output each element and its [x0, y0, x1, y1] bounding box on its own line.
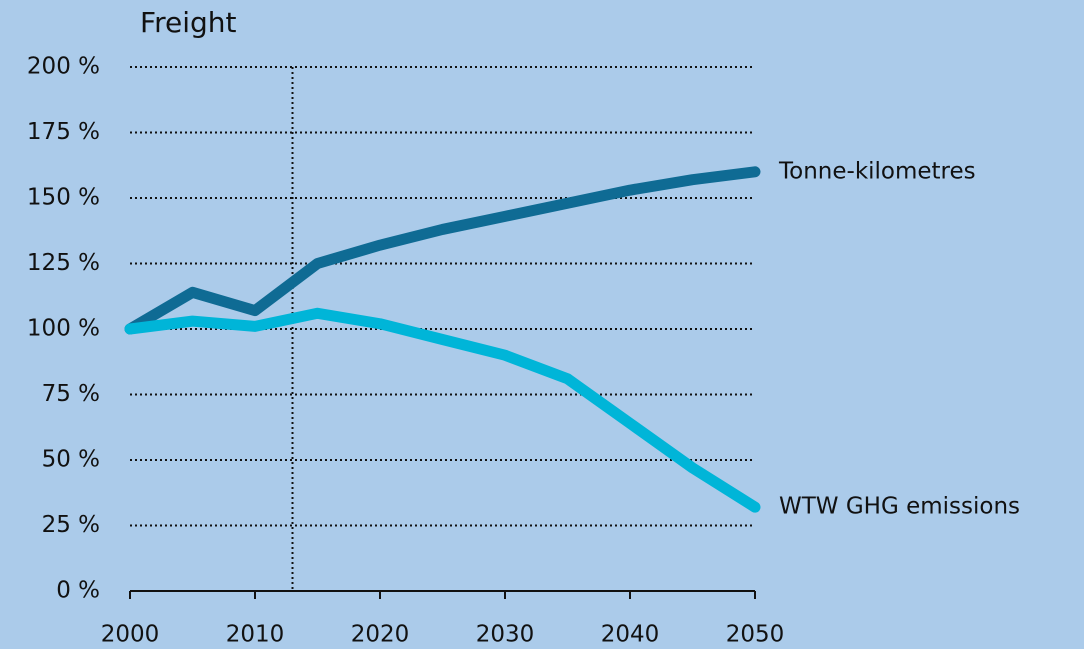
y-tick-label: 100 % [27, 316, 100, 342]
y-tick-label: 150 % [27, 185, 100, 211]
x-tick-label: 2040 [601, 622, 660, 648]
x-tick-label: 2010 [226, 622, 285, 648]
y-tick-label: 25 % [42, 512, 100, 538]
chart-title: Freight [140, 6, 236, 39]
y-tick-label: 50 % [42, 447, 100, 473]
series-label: Tonne-kilometres [778, 158, 976, 184]
x-tick-label: 2050 [726, 622, 785, 648]
y-tick-label: 200 % [27, 54, 100, 80]
x-tick-label: 2020 [351, 622, 410, 648]
x-tick-label: 2000 [101, 622, 160, 648]
y-tick-label: 175 % [27, 119, 100, 145]
series-label: WTW GHG emissions [779, 494, 1020, 520]
y-tick-label: 0 % [56, 578, 100, 604]
series-line [124, 307, 761, 513]
y-tick-label: 125 % [27, 250, 100, 276]
x-tick-label: 2030 [476, 622, 535, 648]
y-tick-label: 75 % [42, 381, 100, 407]
series-line [124, 166, 761, 335]
